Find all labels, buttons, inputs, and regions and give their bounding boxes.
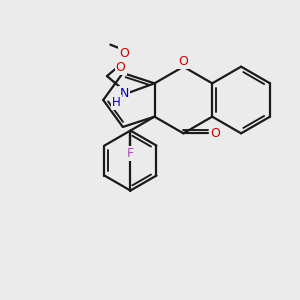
Text: O: O [119,47,129,60]
Text: F: F [127,147,134,161]
Text: N: N [119,87,129,100]
Text: O: O [178,55,188,68]
Text: H: H [112,96,121,109]
Text: O: O [116,61,125,74]
Text: O: O [211,127,220,140]
